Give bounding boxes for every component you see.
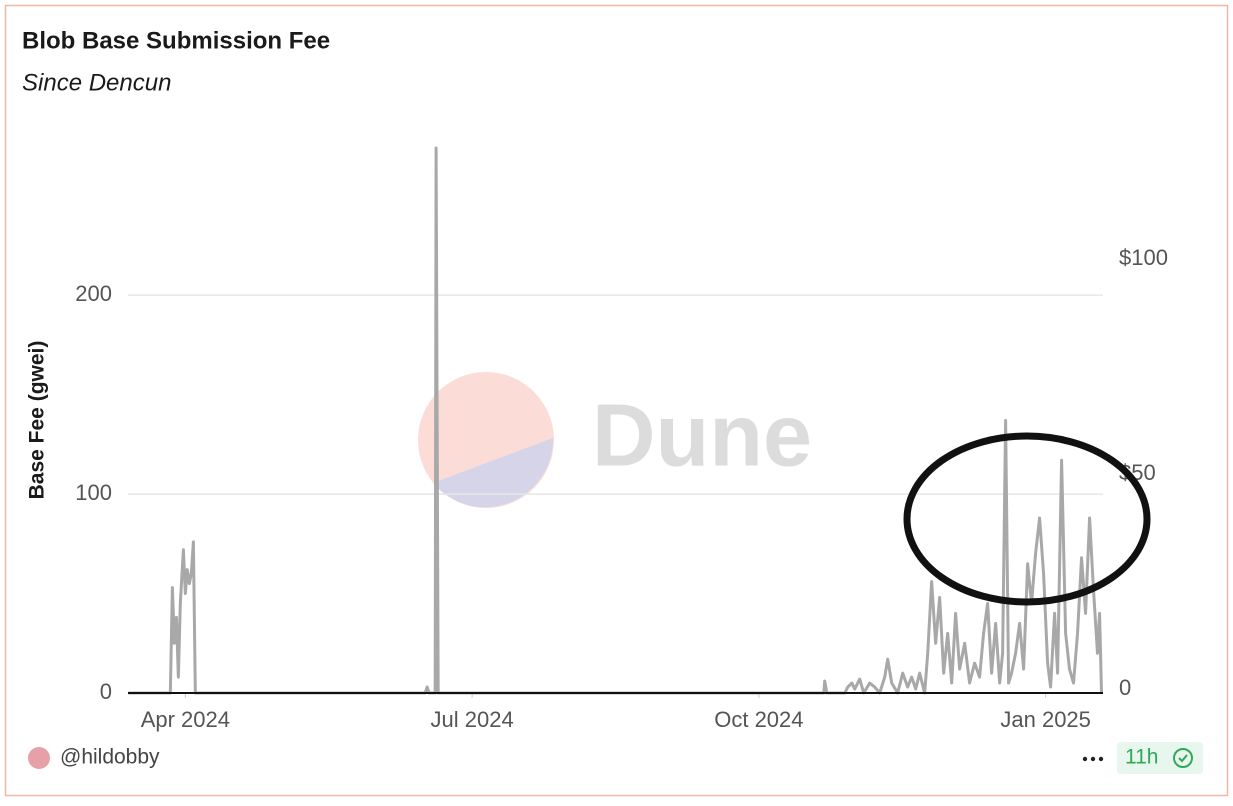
annotation-ellipse xyxy=(903,432,1151,606)
data-line xyxy=(128,146,1104,695)
author-avatar xyxy=(28,747,50,769)
watermark: Dune xyxy=(418,372,812,508)
x-tick-label: Apr 2024 xyxy=(141,707,230,732)
y-axis-label: Base Fee (gwei) xyxy=(26,341,49,500)
menu-dot xyxy=(1082,756,1088,762)
y-tick-label: 0 xyxy=(100,679,112,704)
chart-title: Blob Base Submission Fee xyxy=(22,27,330,54)
verified-icon xyxy=(1173,748,1193,768)
more-menu[interactable] xyxy=(1082,756,1104,762)
author[interactable]: @hildobby xyxy=(60,746,160,769)
y-tick-label: 100 xyxy=(75,480,112,505)
x-tick-label: Jul 2024 xyxy=(431,707,514,732)
menu-dot xyxy=(1098,756,1104,762)
x-tick-label: Jan 2025 xyxy=(1000,707,1091,732)
y2-tick-label: $100 xyxy=(1119,245,1168,270)
age: 11h xyxy=(1125,746,1158,769)
x-tick-label: Oct 2024 xyxy=(714,707,803,732)
y-tick-label: 200 xyxy=(75,281,112,306)
watermark-text: Dune xyxy=(592,385,812,484)
watermark-logo-part xyxy=(433,438,554,508)
chart-subtitle: Since Dencun xyxy=(22,69,171,96)
y2-tick-label: 0 xyxy=(1119,675,1131,700)
menu-dot xyxy=(1090,756,1096,762)
verified-check xyxy=(1178,754,1188,763)
